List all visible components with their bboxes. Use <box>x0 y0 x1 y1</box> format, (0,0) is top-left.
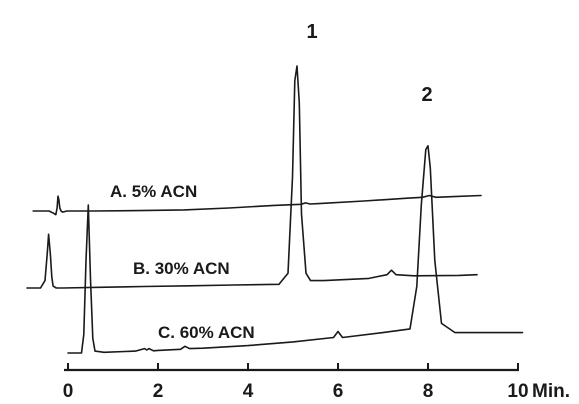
x-tick-label-6: 6 <box>333 381 344 402</box>
trace-a-5-acn <box>32 194 482 216</box>
trace-label-c-60-acn: C. 60% ACN <box>158 323 255 342</box>
trace-label-a-5-acn: A. 5% ACN <box>110 182 197 201</box>
x-unit-label: Min. <box>532 381 570 402</box>
peak-label-2: 2 <box>421 84 432 106</box>
labels-layer: A. 5% ACN B. 30% ACN C. 60% ACN 1 2 <box>110 21 433 342</box>
trace-label-b-30-acn: B. 30% ACN <box>133 259 230 278</box>
x-tick-label-10: 10 <box>507 381 528 402</box>
peak-label-1: 1 <box>306 21 317 43</box>
x-axis: 0 2 4 6 8 10 Min. <box>63 363 570 402</box>
x-tick-label-8: 8 <box>423 381 434 402</box>
trace-c-60-acn <box>67 145 524 354</box>
x-tick-label-0: 0 <box>63 381 74 402</box>
x-tick-label-2: 2 <box>153 381 164 402</box>
x-tick-label-4: 4 <box>243 381 254 402</box>
traces-layer <box>26 65 524 354</box>
trace-b-30-acn <box>26 65 478 289</box>
